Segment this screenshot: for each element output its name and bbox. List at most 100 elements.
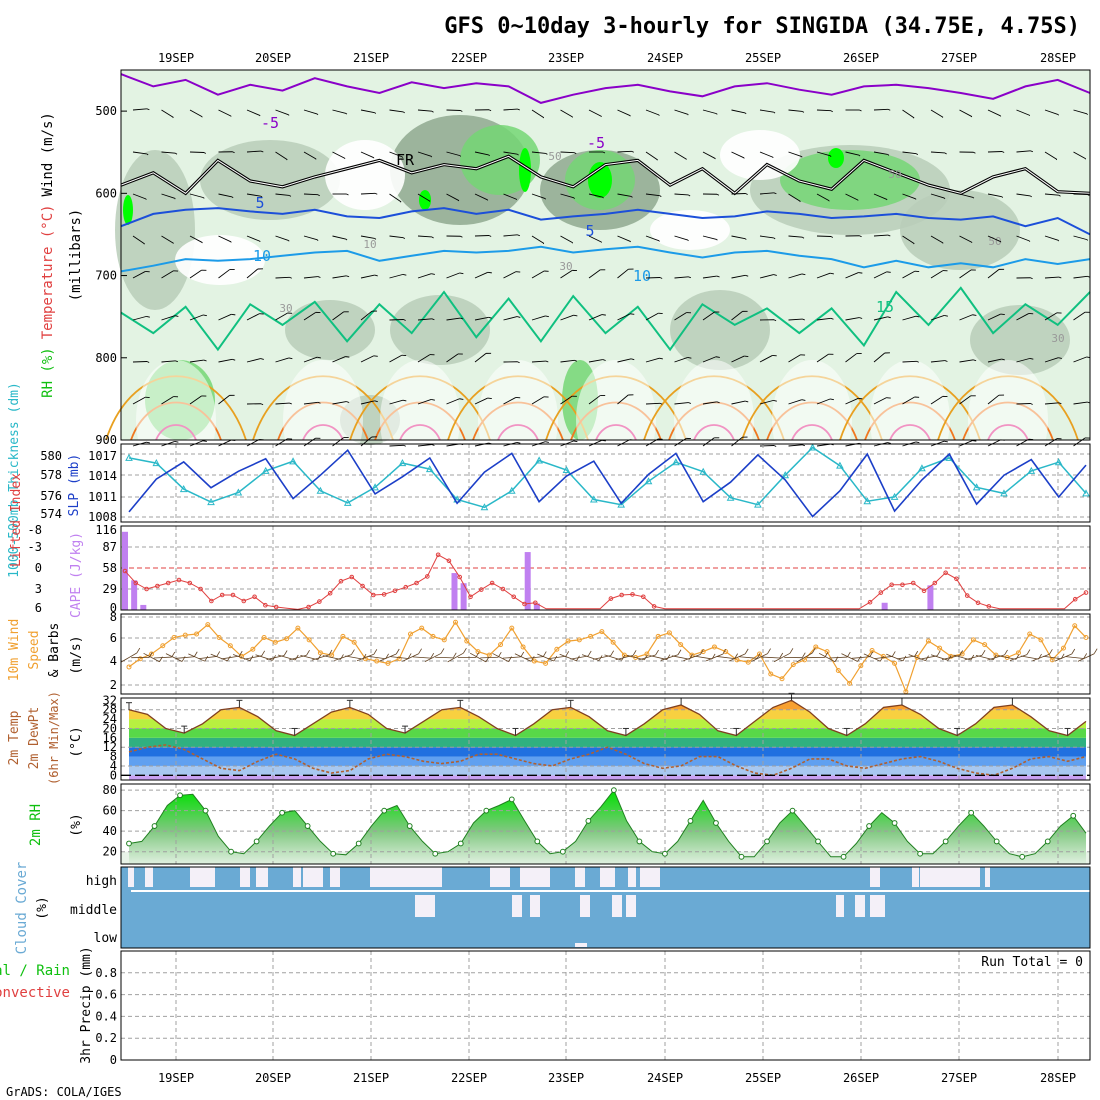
- wind-speed-point: [858, 663, 864, 669]
- wind-barb: [694, 655, 713, 660]
- lifted-index-point: [381, 592, 387, 597]
- wind-speed-point: [441, 637, 447, 643]
- wind-barb: [221, 655, 240, 660]
- thickness-tick-label: 580: [40, 449, 62, 463]
- wind-barb-flag: [773, 319, 777, 322]
- wind-barb: [731, 274, 746, 279]
- wind-barb-flag: [306, 649, 310, 656]
- precip-tick-label: 0: [110, 1053, 117, 1067]
- thickness-point: [644, 477, 653, 485]
- wind-barb: [218, 193, 233, 198]
- wind-barb-flag: [722, 648, 727, 655]
- cape-tick-label: 58: [103, 561, 117, 575]
- wind-barb: [930, 193, 945, 199]
- wind-barb-flag: [869, 651, 874, 657]
- wind-barb-flag: [565, 651, 570, 657]
- wind-barb: [1044, 276, 1059, 279]
- wind-barb-flag: [773, 274, 777, 276]
- wind-barb: [417, 318, 432, 321]
- wind-speed-point: [813, 644, 819, 650]
- wind-barb: [759, 274, 774, 279]
- wind-barb-flag: [915, 441, 920, 444]
- wind-barb-flag: [801, 652, 806, 658]
- wind-barb: [332, 311, 345, 321]
- wind-barb-flag: [488, 154, 490, 157]
- wind-barb: [987, 654, 1005, 661]
- lifted-index-point: [479, 587, 484, 592]
- wind-barb: [1016, 150, 1031, 153]
- wind-speed-point: [1083, 635, 1089, 641]
- wind-barb-flag: [1030, 195, 1032, 198]
- wind-barb: [873, 316, 888, 321]
- wind-barb: [417, 444, 432, 447]
- wind-barb: [153, 656, 172, 659]
- wind-barb-flag: [374, 238, 377, 240]
- wind-barb: [189, 109, 203, 118]
- wind-barb-flag: [830, 236, 834, 238]
- wind-speed-point: [250, 646, 256, 652]
- wind-barb: [332, 437, 344, 447]
- wind-barb: [531, 270, 545, 279]
- wind-axis-title: Speed: [27, 630, 42, 669]
- wind-barb: [560, 359, 575, 363]
- wind-barb: [816, 353, 829, 363]
- wind-barb-flag: [460, 110, 463, 112]
- wind-barb: [660, 654, 679, 661]
- rh-point: [126, 840, 132, 847]
- temp-bands: [129, 700, 1086, 780]
- wind-barb-flag: [756, 653, 761, 659]
- y-tick-label: 700: [95, 269, 117, 283]
- rh-point: [457, 840, 464, 847]
- cloud-clear-high: [190, 867, 215, 887]
- wind-barb: [788, 235, 803, 238]
- wind-barb-flag: [374, 192, 378, 195]
- cloud-clear-high: [912, 867, 919, 887]
- wind-barb-flag: [374, 112, 377, 114]
- wind-barb: [218, 313, 232, 321]
- rh-point: [177, 792, 183, 799]
- wind-barb: [759, 192, 774, 195]
- cloud-clear-middle: [612, 895, 622, 917]
- wind-barb: [1016, 313, 1030, 321]
- wind-barb: [275, 402, 290, 405]
- wind-barb-flag: [859, 317, 863, 319]
- rh-point: [202, 807, 209, 814]
- wind-barb: [121, 652, 137, 663]
- cloud-clear-high: [628, 867, 636, 887]
- wind-barb-flag: [545, 441, 549, 443]
- wind-barb: [332, 356, 346, 363]
- lifted-tick-label: 0: [35, 561, 42, 575]
- wind-barb-flag: [802, 444, 806, 447]
- wind-barb: [360, 192, 376, 195]
- wind-barb: [902, 151, 917, 155]
- wind-barb-flag: [261, 650, 266, 657]
- wind-barb-flag: [914, 650, 919, 657]
- wind-barb: [161, 235, 174, 244]
- slp-tick-label: 1008: [88, 510, 117, 524]
- lifted-index-point: [878, 590, 884, 595]
- wind-barb-flag: [573, 197, 575, 199]
- wind-speed-point: [554, 646, 560, 652]
- wind-barb: [796, 652, 813, 663]
- cloud-clear-high: [575, 867, 585, 887]
- temp-band: [129, 709, 1086, 720]
- wind-barb: [1073, 401, 1088, 405]
- wind-barb-flag: [631, 150, 634, 153]
- wind-barb: [788, 354, 801, 363]
- wind-barb: [417, 151, 432, 157]
- lifted-index-point: [403, 584, 409, 590]
- wind-barb-flag: [744, 112, 747, 115]
- wind-barb: [560, 109, 573, 118]
- wind-barb: [845, 353, 857, 363]
- wind-barb: [959, 440, 973, 447]
- lifted-tick-label: -8: [28, 523, 42, 537]
- temp-axis-units: (°C): [69, 726, 84, 757]
- wind-barb: [674, 276, 689, 279]
- wind-barb-flag: [830, 110, 833, 113]
- wind-barb: [674, 193, 689, 196]
- wind-barb: [761, 656, 780, 659]
- wind-barb: [246, 358, 261, 363]
- wind-speed-point: [892, 660, 898, 666]
- wind-barb: [959, 359, 974, 363]
